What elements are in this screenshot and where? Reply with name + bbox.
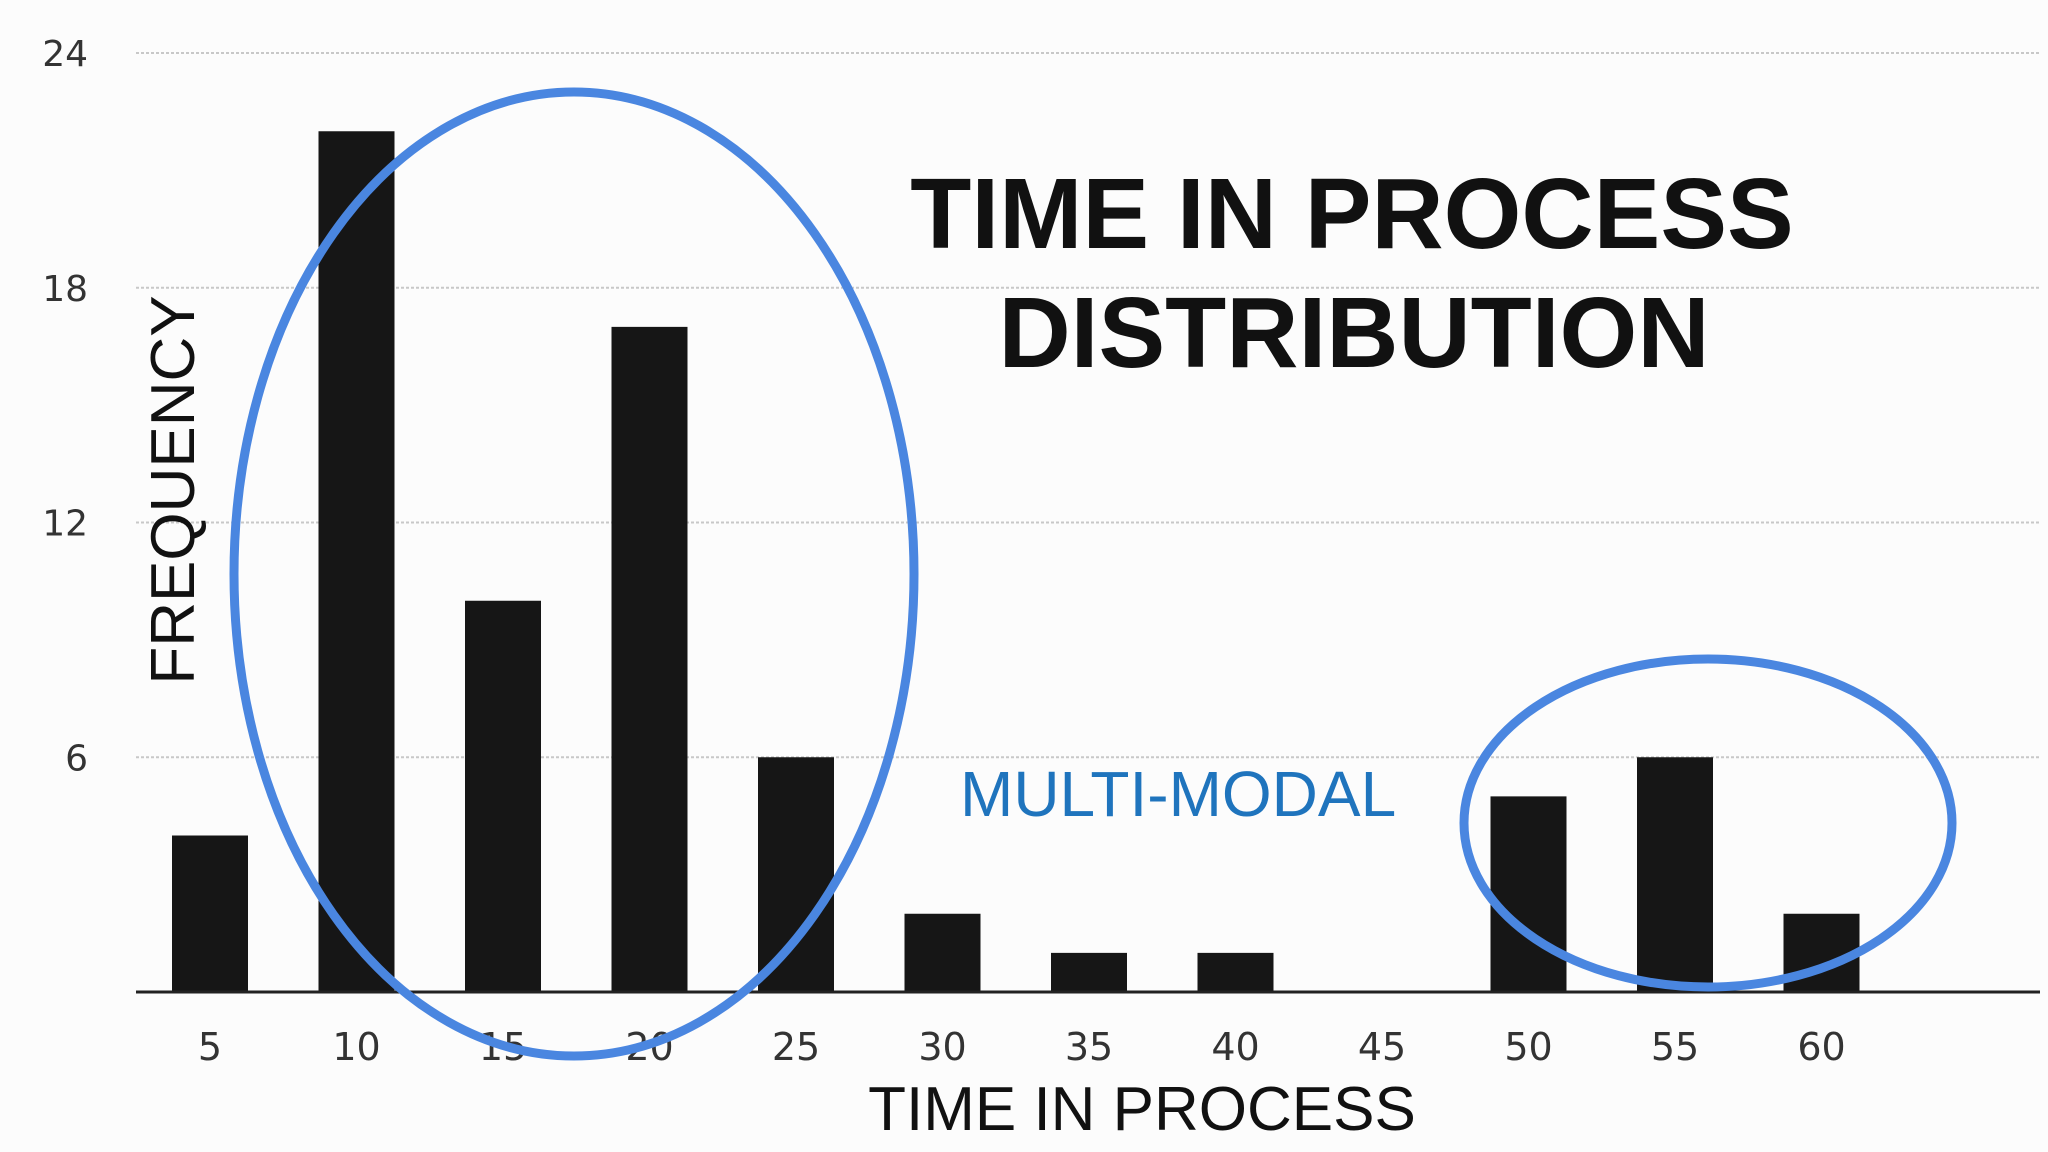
x-tick-label: 60 <box>1797 1025 1845 1069</box>
x-tick-label: 10 <box>332 1025 380 1069</box>
bar-55 <box>1637 757 1713 992</box>
y-tick-label: 6 <box>65 738 88 779</box>
bar-5 <box>172 835 248 992</box>
bars <box>172 131 1860 992</box>
x-tick-labels: 5 10 15 20 25 30 35 40 45 50 55 60 <box>198 1025 1846 1069</box>
chart-title-line-2: DISTRIBUTION <box>998 277 1709 389</box>
highlight-ellipse-left <box>229 87 919 1061</box>
y-axis-label: FREQUENCY <box>139 295 208 684</box>
y-tick-label: 18 <box>42 269 88 310</box>
y-tick-label: 12 <box>42 504 88 545</box>
y-tick-label: 24 <box>42 34 88 75</box>
x-tick-label: 50 <box>1504 1025 1552 1069</box>
bar-30 <box>904 913 981 992</box>
x-tick-label: 45 <box>1358 1025 1406 1069</box>
y-tick-labels: 6 12 18 24 <box>42 34 88 779</box>
x-tick-label: 35 <box>1065 1025 1113 1069</box>
x-tick-label: 30 <box>918 1025 966 1069</box>
bar-35 <box>1051 952 1127 992</box>
x-tick-label: 5 <box>198 1025 222 1069</box>
x-tick-label: 25 <box>772 1025 820 1069</box>
multi-modal-annotation: MULTI-MODAL <box>960 758 1396 830</box>
bar-25 <box>758 757 834 992</box>
x-axis-label: TIME IN PROCESS <box>868 1075 1416 1144</box>
grid-lines <box>136 52 2040 759</box>
x-tick-label: 55 <box>1651 1025 1699 1069</box>
bar-40 <box>1197 952 1274 992</box>
bar-10 <box>318 131 395 992</box>
bar-20 <box>611 326 688 992</box>
bar-15 <box>465 600 541 992</box>
chart-title-line-1: TIME IN PROCESS <box>910 158 1793 270</box>
x-tick-label: 40 <box>1211 1025 1259 1069</box>
highlight-ellipse-right <box>1459 654 1957 992</box>
bar-50 <box>1490 796 1567 992</box>
